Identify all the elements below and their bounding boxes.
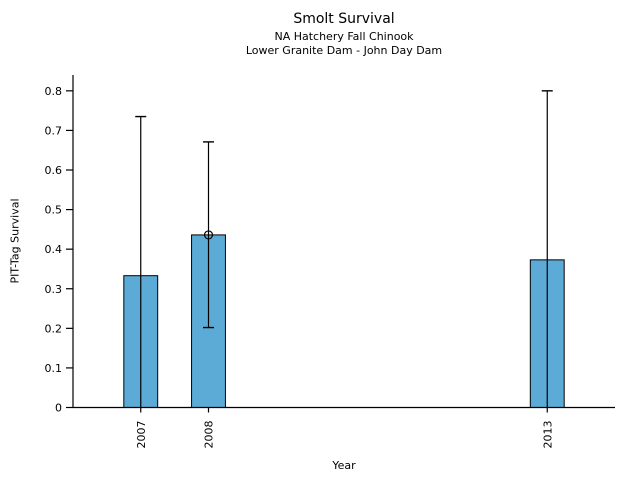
x-tick-label-2013: 2013: [541, 421, 554, 449]
y-tick-label-0: 0: [55, 402, 62, 415]
y-tick-label-0.8: 0.8: [45, 85, 63, 98]
y-tick-label-0.2: 0.2: [45, 322, 63, 335]
x-tick-label-2007: 2007: [135, 421, 148, 449]
x-axis-label: Year: [332, 459, 356, 472]
y-tick-label-0.4: 0.4: [45, 243, 63, 256]
x-tick-label-2008: 2008: [203, 421, 216, 449]
y-tick-label-0.6: 0.6: [45, 164, 63, 177]
y-tick-label-0.7: 0.7: [45, 124, 63, 137]
y-tick-label-0.3: 0.3: [45, 283, 63, 296]
chart-title: Smolt Survival: [293, 11, 395, 27]
y-tick-label-0.1: 0.1: [45, 362, 63, 375]
chart-subtitle-species: NA Hatchery Fall Chinook: [274, 30, 414, 43]
y-axis-label: PIT-Tag Survival: [8, 198, 22, 284]
chart-subtitle-reach: Lower Granite Dam - John Day Dam: [245, 44, 443, 57]
y-tick-label-0.5: 0.5: [45, 204, 63, 217]
point-marker-2008: [203, 230, 214, 240]
